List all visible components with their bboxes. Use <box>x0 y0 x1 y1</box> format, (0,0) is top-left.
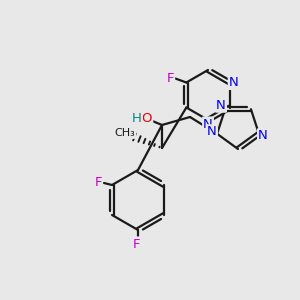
Text: F: F <box>132 238 140 250</box>
Text: O: O <box>142 112 152 125</box>
Text: F: F <box>94 176 102 190</box>
Text: N: N <box>207 125 217 138</box>
Text: F: F <box>167 72 174 85</box>
Text: N: N <box>203 118 213 130</box>
Text: N: N <box>229 76 238 89</box>
Text: N: N <box>258 129 268 142</box>
Text: N: N <box>216 99 226 112</box>
Text: CH₃: CH₃ <box>115 128 135 138</box>
Text: H: H <box>132 112 142 124</box>
